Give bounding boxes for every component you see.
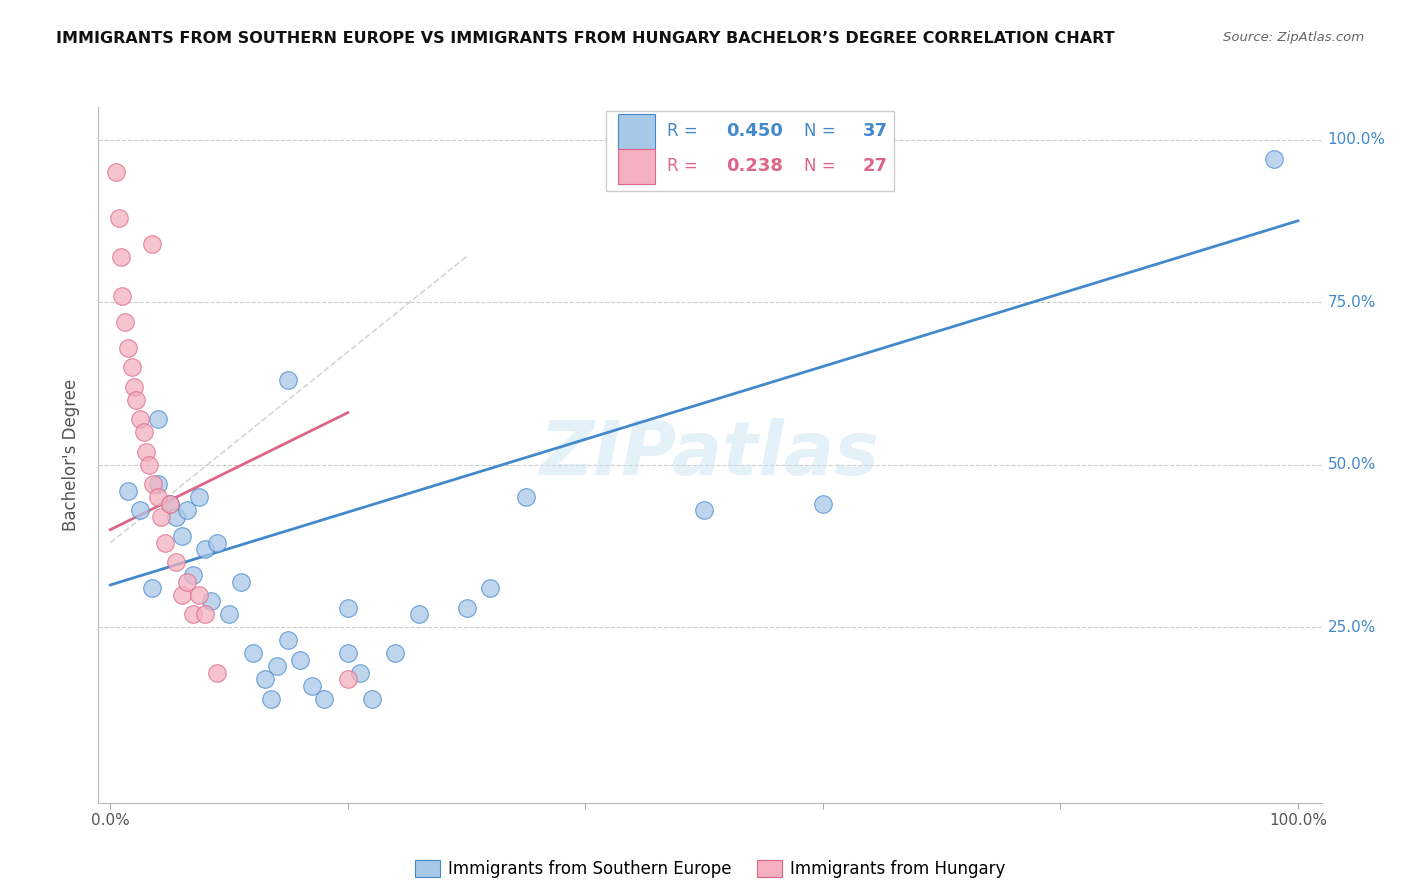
Point — [408, 607, 430, 622]
Point — [159, 497, 181, 511]
Point — [107, 211, 129, 225]
Point — [290, 653, 312, 667]
Point — [129, 503, 152, 517]
Point — [242, 646, 264, 660]
Point — [146, 490, 169, 504]
Point — [336, 672, 359, 686]
Point — [176, 574, 198, 589]
Point — [114, 315, 136, 329]
Point — [111, 288, 134, 302]
Point — [515, 490, 537, 504]
Point — [205, 535, 228, 549]
Point — [218, 607, 240, 622]
Point — [150, 509, 173, 524]
Point — [183, 568, 205, 582]
Point — [205, 665, 228, 680]
Point — [384, 646, 406, 660]
Point — [153, 535, 176, 549]
Point — [170, 588, 193, 602]
Text: 0.238: 0.238 — [725, 157, 783, 175]
Point — [117, 341, 139, 355]
Point — [165, 509, 187, 524]
Point — [301, 679, 323, 693]
Point — [194, 607, 217, 622]
Point — [183, 607, 205, 622]
Point — [336, 600, 359, 615]
Point — [266, 659, 288, 673]
Point — [170, 529, 193, 543]
Point — [135, 444, 157, 458]
Point — [253, 672, 276, 686]
Text: R =: R = — [668, 122, 703, 140]
Point — [122, 379, 145, 393]
Point — [142, 477, 165, 491]
Point — [176, 503, 198, 517]
Text: 27: 27 — [863, 157, 889, 175]
Point — [194, 542, 217, 557]
Point — [146, 477, 169, 491]
Text: R =: R = — [668, 157, 703, 175]
Point — [138, 458, 160, 472]
Point — [336, 646, 359, 660]
Point — [259, 691, 281, 706]
Point — [1263, 152, 1285, 166]
Text: 37: 37 — [863, 122, 889, 140]
Point — [277, 633, 299, 648]
Point — [200, 594, 222, 608]
Point — [117, 483, 139, 498]
Text: 0.450: 0.450 — [725, 122, 783, 140]
Point — [121, 360, 143, 375]
Point — [141, 581, 163, 595]
Text: 100.0%: 100.0% — [1327, 132, 1385, 147]
Point — [479, 581, 502, 595]
Point — [277, 373, 299, 387]
Text: IMMIGRANTS FROM SOUTHERN EUROPE VS IMMIGRANTS FROM HUNGARY BACHELOR’S DEGREE COR: IMMIGRANTS FROM SOUTHERN EUROPE VS IMMIG… — [56, 31, 1115, 46]
Text: Source: ZipAtlas.com: Source: ZipAtlas.com — [1223, 31, 1364, 45]
Point — [693, 503, 716, 517]
Point — [188, 588, 211, 602]
FancyBboxPatch shape — [619, 149, 655, 184]
Point — [110, 250, 132, 264]
Point — [349, 665, 371, 680]
Point — [125, 392, 148, 407]
FancyBboxPatch shape — [619, 114, 655, 149]
Legend: Immigrants from Southern Europe, Immigrants from Hungary: Immigrants from Southern Europe, Immigra… — [408, 854, 1012, 885]
Point — [129, 412, 152, 426]
Point — [165, 555, 187, 569]
Point — [811, 497, 834, 511]
Point — [312, 691, 335, 706]
Point — [141, 236, 163, 251]
FancyBboxPatch shape — [606, 111, 893, 191]
Point — [105, 165, 128, 179]
Text: N =: N = — [804, 122, 841, 140]
Point — [132, 425, 155, 439]
Point — [229, 574, 252, 589]
Text: 75.0%: 75.0% — [1327, 294, 1376, 310]
Point — [159, 497, 181, 511]
Point — [456, 600, 478, 615]
Point — [146, 412, 169, 426]
Point — [360, 691, 382, 706]
Text: 25.0%: 25.0% — [1327, 620, 1376, 635]
Y-axis label: Bachelor's Degree: Bachelor's Degree — [62, 379, 80, 531]
Point — [188, 490, 211, 504]
Text: N =: N = — [804, 157, 841, 175]
Text: ZIPatlas: ZIPatlas — [540, 418, 880, 491]
Text: 50.0%: 50.0% — [1327, 458, 1376, 472]
